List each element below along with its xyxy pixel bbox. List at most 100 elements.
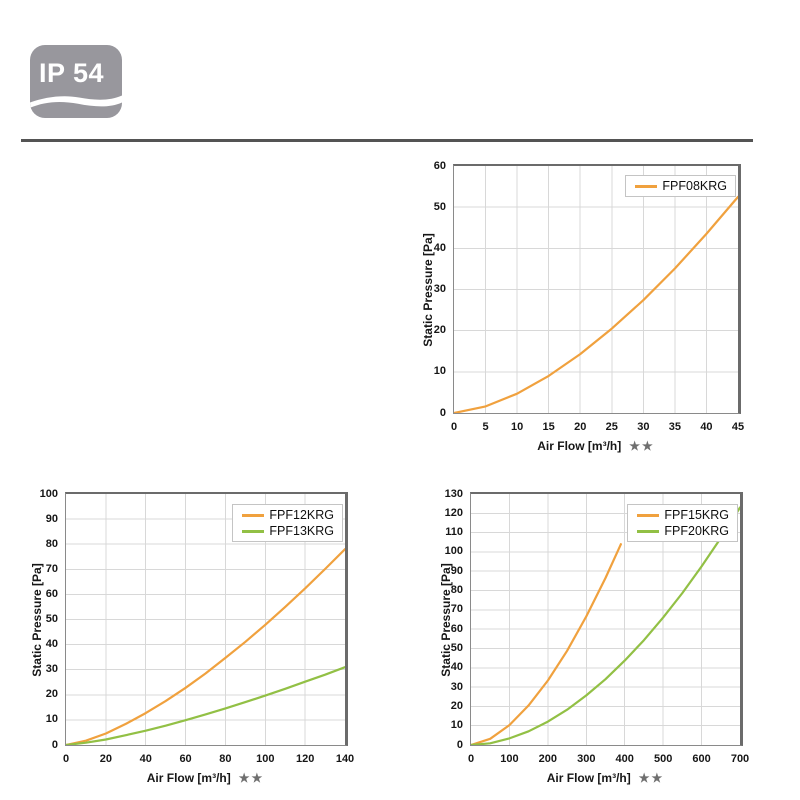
x-tick-label: 500	[653, 753, 673, 765]
plot-area	[454, 166, 738, 413]
x-axis-title-text: Air Flow [m³/h]	[537, 439, 622, 453]
x-axis-title: Air Flow [m³/h] ★★	[537, 439, 655, 453]
y-tick-label: 90	[450, 564, 463, 577]
y-tick-label: 130	[444, 487, 463, 500]
chart-fpf12krg-fpf13krg: 0 20 40 60 80 100 120 140 0 10 20 30 40 50 60 70 80 90 100…	[30, 488, 354, 786]
y-tick-label: 100	[444, 545, 463, 558]
y-tick-label: 90	[45, 512, 58, 525]
legend: FPF08KRG	[625, 175, 736, 197]
legend-label: FPF15KRG	[664, 508, 729, 522]
chart-fpf15krg-fpf20krg: 0 100 200 300 400 500 600 700 0 10 20 30 40 50 60 70 80 9…	[439, 488, 749, 786]
y-tick-label: 110	[445, 526, 463, 539]
legend-color-sample	[635, 184, 658, 188]
y-tick-label: 10	[45, 713, 58, 726]
y-tick-label: 60	[45, 587, 58, 600]
y-tick-label: 30	[433, 283, 446, 295]
y-tick-label: 60	[450, 622, 463, 635]
x-tick-label: 60	[179, 753, 192, 765]
x-axis-title: Air Flow [m³/h] ★★	[147, 771, 265, 785]
y-tick-label: 50	[433, 200, 446, 213]
legend-item: FPF15KRG	[637, 508, 729, 522]
series-line-fpf20krg	[471, 506, 740, 745]
x-tick-label: 30	[637, 421, 650, 433]
y-tick-label: 70	[450, 603, 463, 616]
ip-badge-label: IP 54	[39, 58, 105, 88]
legend: FPF12KRG FPF13KRG	[232, 504, 343, 542]
y-tick-label: 0	[51, 738, 58, 751]
legend-item: FPF13KRG	[242, 524, 334, 538]
x-tick-label: 5	[482, 421, 489, 433]
series-line-fpf08krg	[454, 195, 738, 413]
legend-label: FPF20KRG	[664, 524, 729, 538]
x-axis-title: Air Flow [m³/h] ★★	[547, 771, 665, 785]
series-line-fpf15krg	[471, 543, 622, 745]
y-tick-label: 0	[456, 738, 463, 751]
legend-label: FPF08KRG	[662, 179, 727, 193]
y-tick-label: 10	[433, 365, 446, 378]
y-tick-label: 20	[45, 688, 58, 701]
y-tick-label: 100	[39, 487, 58, 500]
y-tick-label: 30	[450, 680, 463, 693]
x-axis-title-text: Air Flow [m³/h]	[546, 771, 631, 785]
legend-color-sample	[242, 529, 265, 533]
footnote-stars-icon: ★★	[238, 771, 265, 785]
chart-fpf08krg: 0 5 10 15 20 25 30 35 40 45 0 10 20 30 40 50 60 Air Flow …	[421, 160, 744, 454]
x-tick-label: 300	[577, 753, 596, 765]
x-tick-label: 0	[62, 753, 70, 765]
x-tick-label: 100	[500, 753, 519, 765]
x-tick-label: 25	[605, 421, 618, 433]
x-tick-label: 40	[700, 421, 713, 433]
legend-color-sample	[637, 513, 660, 517]
y-axis-title: Static Pressure [Pa]	[421, 232, 435, 347]
wave-icon	[30, 95, 122, 108]
section-divider	[21, 139, 753, 142]
y-tick-label: 20	[450, 699, 463, 712]
legend-item: FPF20KRG	[637, 524, 729, 538]
x-tick-label: 80	[219, 753, 232, 765]
legend-item: FPF12KRG	[242, 508, 334, 522]
x-tick-label: 10	[510, 421, 524, 433]
x-tick-label: 120	[295, 753, 315, 765]
legend-color-sample	[242, 513, 265, 517]
legend-label: FPF13KRG	[269, 524, 334, 538]
y-tick-label: 50	[45, 613, 58, 625]
ip-rating-badge: IP 54	[30, 45, 122, 118]
x-tick-label: 15	[542, 421, 555, 433]
x-tick-label: 600	[692, 753, 711, 765]
x-tick-label: 100	[256, 753, 275, 765]
x-tick-label: 35	[668, 421, 681, 433]
legend-item: FPF08KRG	[635, 179, 727, 193]
y-tick-label: 80	[450, 584, 463, 597]
y-tick-label: 40	[45, 638, 58, 651]
x-axis-title-text: Air Flow [m³/h]	[146, 771, 231, 785]
y-tick-label: 40	[433, 241, 446, 254]
footnote-stars-icon: ★★	[629, 439, 655, 453]
y-tick-label: 20	[433, 324, 446, 337]
x-tick-label: 400	[615, 753, 634, 765]
x-tick-label: 0	[467, 753, 475, 765]
y-tick-label: 10	[450, 719, 463, 732]
y-tick-label: 60	[433, 159, 446, 172]
y-axis-title: Static Pressure [Pa]	[30, 562, 44, 677]
y-tick-label: 0	[439, 406, 446, 419]
x-tick-label: 20	[99, 753, 112, 765]
legend: FPF15KRG FPF20KRG	[627, 504, 738, 542]
footnote-stars-icon: ★★	[638, 771, 665, 785]
x-tick-label: 140	[335, 753, 355, 765]
series-line-fpf12krg	[66, 548, 345, 745]
legend-label: FPF12KRG	[269, 508, 334, 522]
y-tick-label: 50	[450, 641, 463, 654]
y-tick-label: 40	[450, 661, 463, 674]
y-tick-label: 80	[45, 537, 58, 550]
y-tick-label: 70	[45, 562, 58, 575]
y-tick-label: 120	[444, 506, 463, 519]
x-tick-label: 45	[731, 421, 745, 433]
x-tick-label: 700	[730, 753, 750, 765]
plot-area	[66, 494, 345, 745]
x-tick-label: 0	[450, 421, 458, 433]
legend-color-sample	[637, 529, 660, 533]
y-axis-title: Static Pressure [Pa]	[439, 562, 453, 677]
y-tick-label: 30	[45, 663, 58, 676]
series-line-fpf13krg	[66, 666, 345, 745]
